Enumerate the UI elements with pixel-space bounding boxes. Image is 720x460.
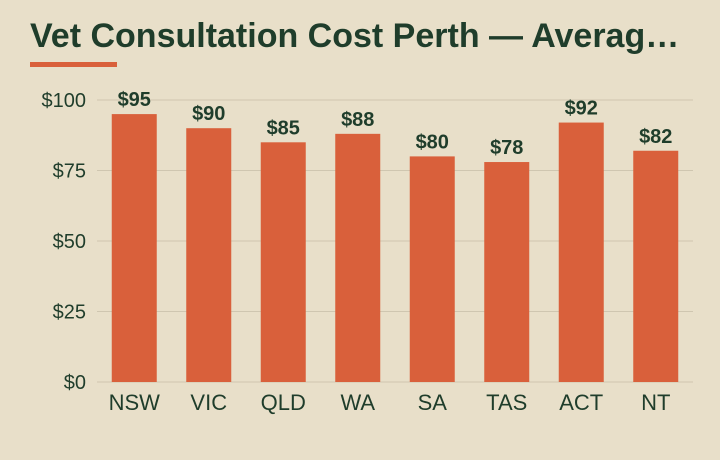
y-tick-label: $50 [53,231,86,253]
bar-nt [633,150,679,382]
y-tick-label: $0 [64,372,86,394]
data-label: $92 [565,98,598,120]
y-tick-label: $25 [53,302,86,324]
x-tick-label: SA [418,390,448,415]
data-label: $78 [490,137,523,159]
x-tick-label: WA [340,390,375,415]
x-tick-label: NSW [109,390,161,415]
bar-sa [409,156,455,382]
data-label: $82 [639,126,672,148]
y-tick-label: $75 [53,161,86,183]
bar-nsw [111,114,157,382]
data-label: $88 [341,109,374,131]
x-tick-label: VIC [190,390,227,415]
data-label: $90 [192,103,225,125]
x-axis-ticks: NSW VIC QLD WA SA TAS ACT NT [109,390,671,415]
bar-vic [186,128,232,382]
bar-act [558,122,604,382]
bar-wa [335,133,381,382]
x-tick-label: ACT [559,390,603,415]
x-tick-label: NT [641,390,670,415]
bar-qld [260,142,306,382]
data-label: $95 [118,89,151,111]
data-label: $80 [416,131,449,153]
data-labels: $95 $90 $85 $88 $80 $78 $92 $82 [118,89,673,159]
title-accent-bar [30,62,117,67]
y-axis-ticks: $0 $25 $50 $75 $100 [42,90,87,394]
data-label: $85 [267,117,300,139]
x-tick-label: QLD [261,390,306,415]
y-tick-label: $100 [42,90,87,112]
bars [111,114,679,382]
bar-tas [484,162,530,382]
x-tick-label: TAS [486,390,527,415]
